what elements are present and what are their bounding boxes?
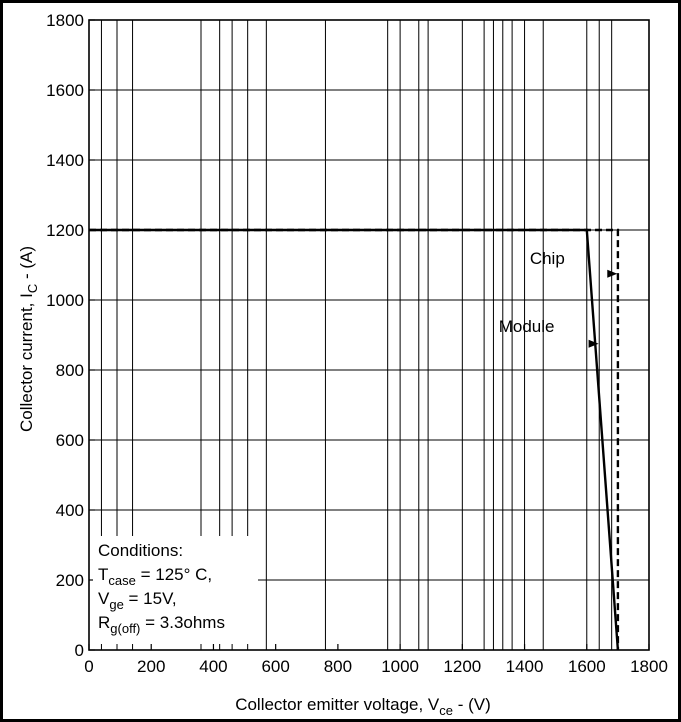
- y-axis-title: Collector current, IC - (A): [17, 246, 40, 432]
- condition-rgoff: Rg(off) = 3.3ohms: [98, 613, 225, 636]
- plot-area-border: [88, 19, 650, 651]
- y-tick-label: 1000: [46, 291, 84, 310]
- x-axis-title: Collector emitter voltage, Vce - (V): [235, 695, 491, 718]
- x-tick-label: 400: [199, 657, 227, 676]
- y-tick-label: 1800: [46, 11, 84, 30]
- x-tick-label: 1400: [506, 657, 544, 676]
- y-tick-label: 1600: [46, 81, 84, 100]
- series-module-line: [89, 228, 620, 651]
- x-tick-label: 800: [324, 657, 352, 676]
- x-tick-label: 600: [261, 657, 289, 676]
- x-tick-label: 1200: [443, 657, 481, 676]
- x-tick-label: 0: [84, 657, 93, 676]
- x-tick-label: 1600: [568, 657, 606, 676]
- x-tick-label: 200: [137, 657, 165, 676]
- condition-vge: Vge = 15V,: [98, 589, 177, 612]
- y-tick-label: 1200: [46, 221, 84, 240]
- y-tick-label: 600: [56, 431, 84, 450]
- y-tick-label: 200: [56, 571, 84, 590]
- x-tick-label: 1800: [630, 657, 668, 676]
- tick-labels: 0 200 400 600 800 1000 1200 1400 1600 1800 0 200 400…: [46, 11, 668, 676]
- y-tick-label: 1400: [46, 151, 84, 170]
- series-labels: Chip Module: [499, 249, 618, 348]
- y-tick-label: 0: [75, 641, 84, 660]
- series-layer: [89, 228, 620, 651]
- conditions-background: [93, 536, 258, 644]
- series-arrow-chip: [607, 269, 618, 278]
- condition-tcase: Tcase = 125° C,: [98, 565, 212, 588]
- conditions-title: Conditions:: [98, 541, 183, 560]
- conditions-annotation: Conditions: Tcase = 125° C, Vge = 15V, R…: [93, 536, 258, 644]
- y-tick-label: 400: [56, 501, 84, 520]
- series-arrow-module: [588, 339, 599, 348]
- series-label-module: Module: [499, 317, 555, 336]
- y-tick-label: 800: [56, 361, 84, 380]
- x-tick-label: 1000: [381, 657, 419, 676]
- series-label-chip: Chip: [530, 249, 565, 268]
